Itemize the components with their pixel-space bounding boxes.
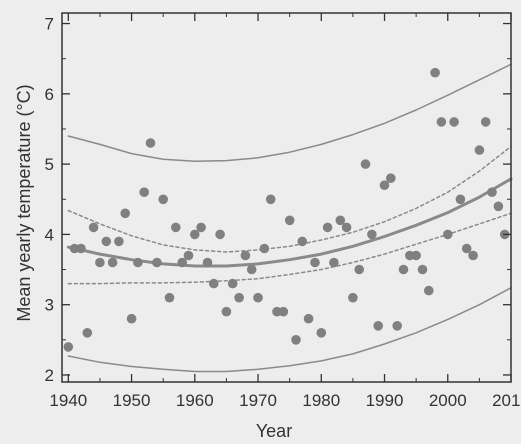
confidence-band-line: [67, 145, 512, 253]
data-point: [183, 250, 194, 261]
data-point: [253, 292, 263, 303]
data-point: [240, 250, 251, 261]
data-point: [88, 222, 99, 233]
x-tick-label: 2000: [429, 391, 467, 410]
confidence-band-line: [67, 212, 512, 285]
x-tick-label: 1990: [366, 391, 404, 410]
data-point: [303, 313, 314, 324]
data-point: [480, 117, 491, 127]
data-point: [468, 250, 478, 261]
y-tick-label: 6: [45, 85, 54, 104]
data-point: [461, 243, 472, 254]
y-tick-label: 4: [45, 225, 54, 244]
y-axis-title: Mean yearly temperature (°C): [14, 84, 34, 321]
data-point: [284, 215, 295, 226]
data-point: [386, 173, 396, 183]
data-point: [455, 194, 466, 205]
data-point: [114, 236, 124, 247]
axes: [61, 12, 512, 383]
data-point: [278, 306, 289, 317]
data-point: [316, 328, 327, 338]
data-point: [291, 335, 301, 345]
data-point: [126, 313, 137, 324]
plot-area: [63, 63, 513, 373]
prediction-band-line: [67, 287, 512, 373]
x-axis-title: Year: [256, 421, 292, 441]
data-point: [436, 117, 447, 127]
x-tick-label: 1980: [302, 391, 340, 410]
data-point: [417, 264, 428, 275]
data-point: [164, 292, 175, 303]
data-point: [354, 264, 365, 275]
tick-labels: 1940 1950 1960 1970 1980 1990 2000 2010 2 3 4 5 6 7: [45, 15, 521, 410]
data-point: [322, 222, 333, 233]
data-point: [367, 229, 377, 240]
data-point: [398, 264, 409, 275]
data-point: [101, 236, 112, 247]
data-point: [234, 292, 244, 303]
data-point: [152, 257, 162, 268]
data-point: [171, 222, 181, 233]
data-point: [158, 194, 168, 205]
data-point: [341, 222, 352, 233]
prediction-band-line: [67, 63, 512, 163]
data-point: [190, 229, 200, 240]
data-point: [392, 321, 403, 331]
data-point: [82, 328, 93, 338]
data-point: [335, 215, 346, 226]
data-point: [107, 257, 118, 268]
data-point: [209, 278, 219, 289]
data-point: [196, 222, 206, 233]
x-tick-label: 1960: [176, 391, 214, 410]
data-point: [202, 257, 213, 268]
data-point: [424, 285, 434, 296]
data-point: [430, 67, 440, 78]
data-point: [227, 278, 238, 289]
data-point: [379, 180, 390, 190]
x-tick-label: 1970: [239, 391, 277, 410]
y-tick-label: 2: [45, 366, 54, 385]
x-tick-label: 1950: [113, 391, 151, 410]
data-point: [265, 194, 276, 205]
data-point: [145, 138, 156, 148]
data-point: [133, 257, 143, 268]
data-point: [310, 257, 320, 268]
data-point: [95, 257, 105, 268]
data-point: [221, 306, 232, 317]
data-point: [487, 187, 497, 197]
data-point: [329, 257, 339, 268]
plot-frame: [61, 12, 512, 383]
data-point: [493, 201, 504, 212]
x-tick-label: 2010: [492, 391, 521, 410]
data-point: [297, 236, 308, 247]
y-tick-label: 3: [45, 296, 54, 315]
y-tick-label: 7: [45, 15, 54, 34]
data-point: [246, 264, 257, 275]
data-point: [215, 229, 225, 240]
data-point: [411, 250, 421, 261]
data-point: [360, 159, 371, 169]
data-point: [474, 145, 485, 155]
data-point: [63, 342, 74, 352]
data-point: [120, 208, 130, 219]
data-point: [177, 257, 187, 268]
data-point: [139, 187, 149, 197]
data-point: [373, 321, 384, 331]
data-point: [348, 292, 358, 303]
data-point: [259, 243, 270, 254]
data-point: [443, 229, 453, 240]
x-tick-label: 1940: [49, 391, 87, 410]
data-point: [76, 243, 86, 254]
data-point: [449, 117, 459, 127]
y-tick-label: 5: [45, 155, 54, 174]
